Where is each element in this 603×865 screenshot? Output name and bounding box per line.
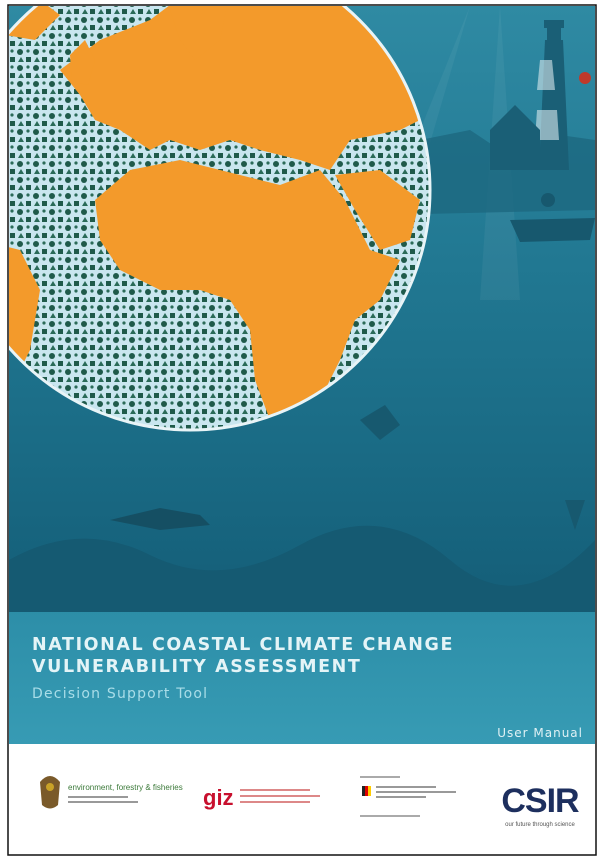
diver: [110, 508, 210, 530]
plant: [565, 500, 585, 530]
coat-of-arms: [40, 776, 60, 809]
coat-of-arms-detail: [46, 783, 54, 791]
continent-arabia: [335, 170, 420, 250]
giz-small-print: [240, 795, 320, 797]
bmu-small-print: [360, 815, 420, 817]
flag: [365, 786, 368, 796]
cover-image: NATIONAL COASTAL CLIMATE CHANGE VULNERAB…: [9, 6, 595, 744]
continent-africa: [95, 160, 400, 425]
globe: [9, 6, 432, 432]
giz-small-print: [240, 801, 310, 803]
continent-scandinavia: [170, 6, 230, 60]
logo-csir: CSIR our future through science: [501, 782, 580, 828]
document-type: User Manual: [497, 726, 583, 740]
bmu-small-print: [360, 776, 400, 778]
continent-south-america: [9, 240, 40, 400]
boat: [510, 218, 595, 242]
subtitle: Decision Support Tool: [32, 686, 208, 702]
dffe-small-print: [68, 801, 138, 803]
house: [490, 105, 540, 170]
lighthouse-stripe: [535, 110, 559, 140]
flag: [368, 786, 371, 796]
continent-britain: [70, 40, 95, 85]
lighthouse-stripe: [537, 60, 555, 90]
csir-tagline: our future through science: [505, 822, 575, 828]
flag: [362, 786, 365, 796]
logo-dffe: environment, forestry & fisheries: [40, 776, 183, 809]
diver: [360, 405, 400, 440]
giz-small-print: [240, 789, 310, 791]
bmu-small-print: [376, 786, 436, 788]
globe-rim: [9, 6, 432, 432]
title-line: NATIONAL COASTAL CLIMATE CHANGE: [32, 635, 454, 655]
fisherman: [541, 193, 555, 207]
dffe-name: environment, forestry & fisheries: [68, 783, 183, 792]
bmu-small-print: [376, 796, 426, 798]
logo-bmu: [360, 776, 456, 817]
continent-europe: [60, 6, 430, 170]
title-line: VULNERABILITY ASSESSMENT: [32, 657, 361, 677]
title-band: [9, 612, 595, 744]
bmu-small-print: [376, 791, 456, 793]
seabed: [9, 525, 595, 620]
logo-giz: giz: [203, 785, 320, 810]
dffe-small-print: [68, 796, 128, 798]
giz-wordmark: giz: [203, 785, 234, 810]
csir-wordmark: CSIR: [501, 782, 579, 820]
